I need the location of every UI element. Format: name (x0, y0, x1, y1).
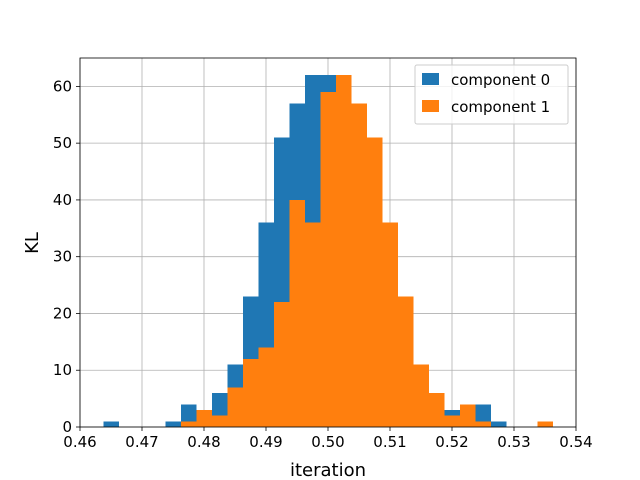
bar-component-1 (196, 409, 213, 427)
x-axis-label: iteration (290, 460, 366, 480)
bar-component-1 (336, 75, 352, 428)
y-tick-label: 10 (53, 361, 72, 379)
bar-component-1 (305, 222, 321, 427)
bar-component-1 (398, 296, 414, 427)
bar-component-1 (537, 421, 554, 427)
legend-box (414, 64, 569, 125)
axis-ticks: 0.46 0.47 0.48 0.49 0.50 0.51 0.52 0.53 0.54 0 10 2… (53, 77, 593, 451)
bar-component-1 (258, 347, 275, 427)
x-tick-label: 0.47 (125, 433, 158, 451)
bar-component-1 (243, 358, 259, 427)
bar-component-1 (320, 92, 337, 428)
bar-component-1 (289, 199, 306, 427)
histogram-bars (103, 75, 554, 428)
y-tick-label: 40 (53, 191, 72, 209)
x-tick-label: 0.53 (497, 433, 530, 451)
bar-component-1 (460, 404, 476, 427)
bar-component-1 (444, 415, 461, 427)
bar-component-1 (212, 415, 228, 427)
legend-swatch-component-0 (422, 73, 439, 85)
y-tick-label: 30 (53, 248, 72, 266)
bar-component-1 (274, 302, 290, 427)
x-tick-label: 0.51 (373, 433, 406, 451)
bar-component-1 (413, 364, 430, 427)
x-tick-label: 0.54 (559, 433, 592, 451)
bar-component-1 (475, 421, 492, 427)
y-tick-label: 50 (53, 134, 72, 152)
bar-component-1 (227, 387, 244, 427)
bar-component-0 (491, 421, 507, 427)
legend-label-component-1: component 1 (451, 98, 550, 116)
bar-component-1 (429, 392, 445, 427)
y-axis-label: KL (22, 232, 43, 254)
bar-component-1 (382, 222, 399, 427)
x-tick-label: 0.46 (63, 433, 96, 451)
legend: component 0 component 1 (414, 64, 569, 125)
legend-swatch-component-1 (422, 100, 439, 112)
x-tick-label: 0.52 (435, 433, 468, 451)
x-tick-label: 0.50 (311, 433, 344, 451)
y-tick-label: 60 (53, 77, 72, 95)
bar-component-0 (181, 404, 197, 427)
legend-label-component-0: component 0 (451, 71, 550, 89)
bar-component-1 (351, 103, 368, 428)
bar-component-0 (165, 421, 182, 427)
x-tick-label: 0.48 (187, 433, 220, 451)
bar-component-1 (181, 421, 197, 427)
x-tick-label: 0.49 (249, 433, 282, 451)
bar-component-1 (367, 137, 383, 427)
y-tick-label: 0 (62, 418, 72, 436)
bar-component-0 (475, 404, 492, 427)
bar-component-0 (103, 421, 120, 427)
y-tick-label: 20 (53, 304, 72, 322)
